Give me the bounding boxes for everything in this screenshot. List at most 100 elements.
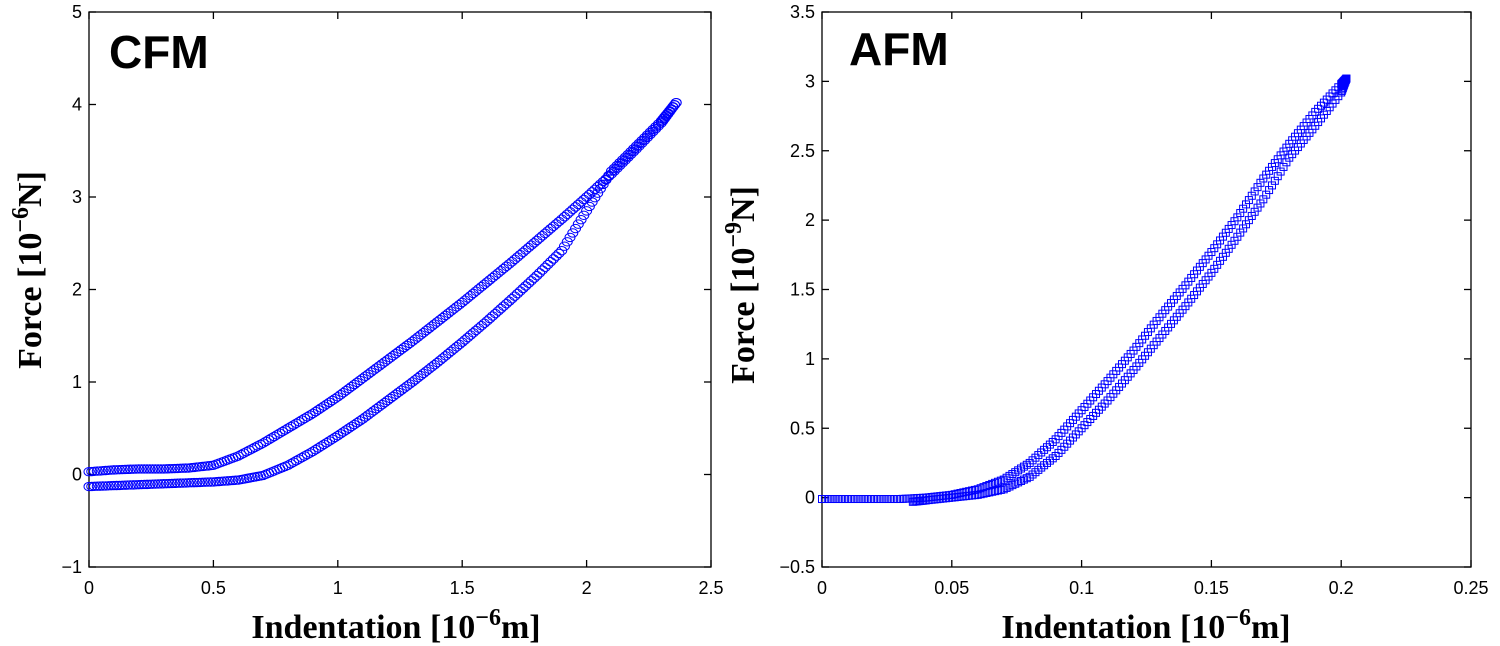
afm-unloading-point <box>1025 472 1034 481</box>
cfm-unloading-point <box>196 477 208 488</box>
afm-unloading-point <box>1267 181 1276 190</box>
afm-unloading-point <box>1002 483 1011 492</box>
cfm-loading-point <box>498 263 510 274</box>
cfm-unloading-point <box>94 481 106 491</box>
cfm-loading-point <box>241 446 253 457</box>
cfm-unloading-point <box>603 170 615 181</box>
afm-loading-point <box>1031 453 1040 462</box>
afm-loading-point <box>967 486 976 495</box>
cfm-unloading-point <box>127 480 139 490</box>
cfm-unloading-point <box>277 462 289 473</box>
cfm-unloading-point <box>147 479 159 489</box>
cfm-loading-point <box>492 268 504 278</box>
afm-ticks: 0 0.05 0.1 0.15 0.2 0.25−0.500.511.522.533.5 <box>779 2 1488 598</box>
afm-loading-point <box>1037 448 1046 457</box>
afm-y-axis-label: Force [10−9N] <box>721 186 762 384</box>
cfm-unloading-point <box>467 328 479 338</box>
cfm-x-tick-label: 2 <box>582 578 592 598</box>
cfm-loading-point <box>495 266 507 276</box>
cfm-unloading-point <box>511 288 523 299</box>
cfm-unloading-point <box>318 439 330 450</box>
cfm-loading-point <box>141 464 153 474</box>
cfm-loading-point <box>171 463 183 474</box>
cfm-unloading-point <box>205 477 217 487</box>
cfm-unloading-point <box>619 152 631 162</box>
cfm-loading-point <box>581 192 593 202</box>
cfm-loading-point <box>122 464 134 475</box>
cfm-loading-point <box>528 238 540 248</box>
afm-unloading-point <box>1210 264 1219 273</box>
cfm-loading-point <box>462 293 474 303</box>
cfm-loading-point <box>523 242 535 253</box>
cfm-loading-point <box>556 214 568 224</box>
afm-x-tick-label: 0.05 <box>934 578 969 598</box>
afm-unloading-point <box>1014 478 1023 487</box>
afm-unloading-point <box>991 487 1000 496</box>
cfm-y-tick-label: −1 <box>61 557 82 577</box>
cfm-unloading-point <box>539 262 551 272</box>
afm-loading-point <box>1256 178 1265 187</box>
cfm-loading-point <box>158 464 170 474</box>
cfm-loading-point <box>536 231 548 241</box>
cfm-unloading-point <box>503 296 515 306</box>
cfm-unloading-point <box>525 276 537 286</box>
cfm-unloading-point <box>528 273 540 283</box>
afm-unloading-point <box>1019 475 1028 484</box>
cfm-unloading-point <box>564 232 576 243</box>
cfm-unloading-point <box>509 291 521 301</box>
cfm-loading-point <box>478 279 490 290</box>
cfm-loading-point <box>481 277 493 287</box>
cfm-loading-point <box>628 146 640 157</box>
cfm-unloading-point <box>163 478 175 489</box>
cfm-unloading-point <box>481 316 493 326</box>
cfm-unloading-point <box>136 479 148 490</box>
cfm-unloading-point <box>462 332 474 343</box>
afm-loading-point <box>1048 437 1057 446</box>
afm-unloading-point <box>1341 76 1350 85</box>
afm-unloading-point <box>1017 476 1026 485</box>
afm-unloading-point <box>1342 74 1351 83</box>
afm-x-axis-label: Indentation [10−6m] <box>1001 605 1290 646</box>
afm-unloading-point <box>1216 256 1225 265</box>
cfm-unloading-point <box>583 201 595 212</box>
cfm-unloading-point <box>641 130 653 140</box>
cfm-unloading-point <box>445 346 457 356</box>
cfm-unloading-point <box>547 254 559 264</box>
cfm-unloading-point <box>188 477 200 488</box>
cfm-unloading-point <box>534 268 546 278</box>
cfm-loading-point <box>119 464 131 475</box>
cfm-loading-point <box>511 252 523 262</box>
afm-y-tick-label: 3 <box>805 71 815 91</box>
cfm-unloading-point <box>89 481 101 492</box>
afm-y-tick-label: 1.5 <box>790 280 815 300</box>
afm-unloading-point <box>976 490 985 499</box>
cfm-x-tick-label: 0 <box>84 578 94 598</box>
cfm-unloading-point <box>605 166 617 176</box>
cfm-loading-point <box>572 199 584 210</box>
cfm-unloading-point <box>100 481 112 491</box>
cfm-unloading-point <box>194 477 206 488</box>
cfm-unloading-point <box>180 478 192 488</box>
cfm-loading-point <box>180 463 192 473</box>
cfm-loading-point <box>578 194 590 205</box>
cfm-loading-point <box>304 410 316 420</box>
cfm-unloading-point <box>517 283 529 294</box>
cfm-unloading-point <box>556 245 568 256</box>
cfm-unloading-point <box>625 146 637 157</box>
cfm-unloading-point <box>453 339 465 350</box>
cfm-unloading-point <box>437 353 449 363</box>
cfm-unloading-point <box>288 457 300 467</box>
afm-loading-point <box>1040 445 1049 454</box>
afm-unloading-point <box>1005 482 1014 491</box>
afm-unloading-point <box>1221 248 1230 257</box>
cfm-unloading-point <box>279 461 291 472</box>
afm-unloading-point <box>1213 260 1222 269</box>
cfm-loading-point <box>238 448 250 458</box>
cfm-loading-point <box>636 138 648 148</box>
cfm-unloading-point <box>442 348 454 359</box>
afm-y-tick-label: −0.5 <box>779 557 815 577</box>
cfm-loading-point <box>277 426 289 437</box>
afm-unloading-point <box>1242 220 1251 229</box>
cfm-unloading-point <box>111 480 123 491</box>
